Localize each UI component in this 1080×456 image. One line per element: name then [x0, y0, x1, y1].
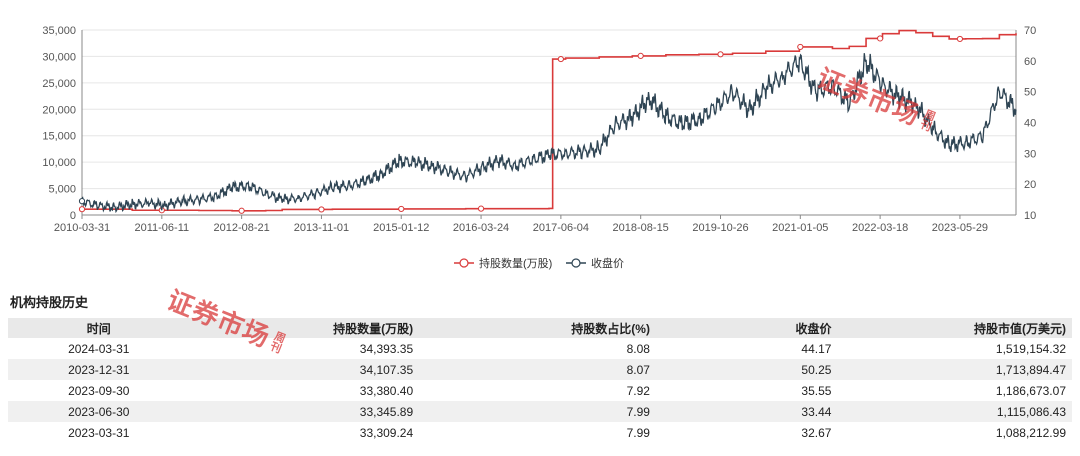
legend-holdings-icon	[459, 258, 469, 268]
cell-close-price: 44.17	[655, 338, 838, 359]
holdings-marker	[318, 206, 325, 213]
legend-price-label: 收盘价	[591, 256, 624, 270]
x-tick-label: 2012-08-21	[213, 222, 269, 234]
col-header-shares: 持股数量(万股)	[189, 318, 420, 338]
y-right-tick-label: 40	[1024, 118, 1036, 130]
cell-shares: 33,380.40	[189, 380, 420, 401]
x-tick-label: 2016-03-24	[453, 222, 509, 234]
cell-shares: 34,107.35	[189, 359, 420, 380]
cell-date: 2024-03-31	[8, 338, 190, 359]
y-left-tick-label: 10,000	[42, 157, 76, 169]
cell-shares: 33,309.24	[189, 422, 420, 443]
section-title: 机构持股历史	[10, 295, 89, 310]
cell-date: 2023-09-30	[8, 380, 190, 401]
table-row: 2023-03-31 33,309.24 7.99 32.67 1,088,21…	[8, 422, 1072, 443]
holdings-marker	[797, 43, 804, 51]
cell-market-value: 1,519,154.32	[837, 338, 1072, 359]
y-right-tick-label: 10	[1024, 210, 1036, 222]
price-line	[81, 53, 1017, 214]
x-tick-label: 2010-03-31	[54, 222, 110, 234]
col-header-share-pct: 持股数占比(%)	[419, 318, 656, 338]
y-right-tick-label: 70	[1024, 25, 1036, 37]
legend-price-icon	[571, 258, 581, 268]
cell-date: 2023-06-30	[8, 401, 190, 422]
holdings-marker	[78, 206, 86, 213]
y-left-tick-label: 20,000	[42, 104, 76, 116]
legend-price: 收盘价	[566, 256, 624, 270]
y-left-tick-label: 0	[70, 210, 76, 222]
holdings-marker	[238, 207, 245, 214]
holdings-marker	[637, 52, 644, 60]
x-tick-label: 2023-05-29	[932, 222, 988, 234]
table-row: 2023-09-30 33,380.40 7.92 35.55 1,186,67…	[8, 380, 1072, 401]
y-right-tick-label: 60	[1024, 56, 1036, 68]
holdings-marker	[557, 55, 564, 63]
table-row: 2024-03-31 34,393.35 8.08 44.17 1,519,15…	[8, 338, 1072, 359]
holdings-marker	[717, 51, 724, 58]
cell-market-value: 1,713,894.47	[837, 359, 1072, 380]
cell-share-pct: 7.92	[419, 380, 656, 401]
y-right-tick-label: 20	[1024, 179, 1036, 191]
x-tick-label: 2017-06-04	[533, 222, 589, 234]
table-row: 2023-12-31 34,107.35 8.07 50.25 1,713,89…	[8, 359, 1072, 380]
x-tick-label: 2018-08-15	[613, 222, 669, 234]
x-tick-label: 2021-01-05	[772, 222, 828, 234]
cell-shares: 33,345.89	[189, 401, 420, 422]
x-tick-label: 2022-03-18	[852, 222, 908, 234]
cell-share-pct: 7.99	[419, 401, 656, 422]
x-tick-label: 2015-01-12	[373, 222, 429, 234]
y-left-tick-label: 15,000	[42, 131, 76, 143]
y-left-tick-label: 5,000	[48, 184, 76, 196]
holdings-chart: 0 5,000 10,000 15,000 20,000 25,000 30,000 35,0…	[42, 25, 1036, 270]
col-header-date: 时间	[8, 318, 190, 338]
cell-close-price: 50.25	[655, 359, 838, 380]
y-right-tick-label: 30	[1024, 148, 1036, 160]
holdings-line	[82, 29, 1017, 212]
cell-close-price: 35.55	[655, 380, 838, 401]
cell-market-value: 1,115,086.43	[837, 401, 1072, 422]
holdings-table: 时间 持股数量(万股) 持股数占比(%) 收盘价 持股市值(万美元) 2024-…	[8, 318, 1072, 443]
x-tick-label: 2013-11-01	[294, 222, 349, 234]
y-left-tick-label: 35,000	[42, 25, 76, 37]
cell-date: 2023-03-31	[8, 422, 190, 443]
x-tick-label: 2011-06-11	[134, 222, 189, 234]
holdings-marker	[877, 35, 884, 42]
holdings-marker	[398, 205, 405, 213]
cell-close-price: 33.44	[655, 401, 838, 422]
y-left-tick-label: 30,000	[42, 51, 76, 63]
price-marker	[78, 198, 86, 205]
y-right-tick-label: 50	[1024, 87, 1036, 99]
legend-holdings: 持股数量(万股)	[454, 256, 552, 270]
cell-market-value: 1,088,212.99	[837, 422, 1072, 443]
table-header-row: 时间 持股数量(万股) 持股数占比(%) 收盘价 持股市值(万美元)	[8, 318, 1072, 338]
chart-svg: 0 5,000 10,000 15,000 20,000 25,000 30,000 35,0…	[42, 25, 1036, 270]
y-left-tick-label: 25,000	[42, 78, 76, 90]
table-row: 2023-06-30 33,345.89 7.99 33.44 1,115,08…	[8, 401, 1072, 422]
cell-market-value: 1,186,673.07	[837, 380, 1072, 401]
holdings-marker	[477, 205, 485, 212]
col-header-close-price: 收盘价	[655, 318, 838, 338]
holdings-marker	[956, 35, 964, 43]
cell-share-pct: 8.08	[419, 338, 656, 359]
cell-shares: 34,393.35	[189, 338, 420, 359]
cell-close-price: 32.67	[655, 422, 838, 443]
cell-share-pct: 8.07	[419, 359, 656, 380]
legend-holdings-label: 持股数量(万股)	[479, 256, 552, 270]
cell-share-pct: 7.99	[419, 422, 656, 443]
col-header-market-value: 持股市值(万美元)	[837, 318, 1072, 338]
cell-date: 2023-12-31	[8, 359, 190, 380]
x-tick-label: 2019-10-26	[692, 222, 748, 234]
